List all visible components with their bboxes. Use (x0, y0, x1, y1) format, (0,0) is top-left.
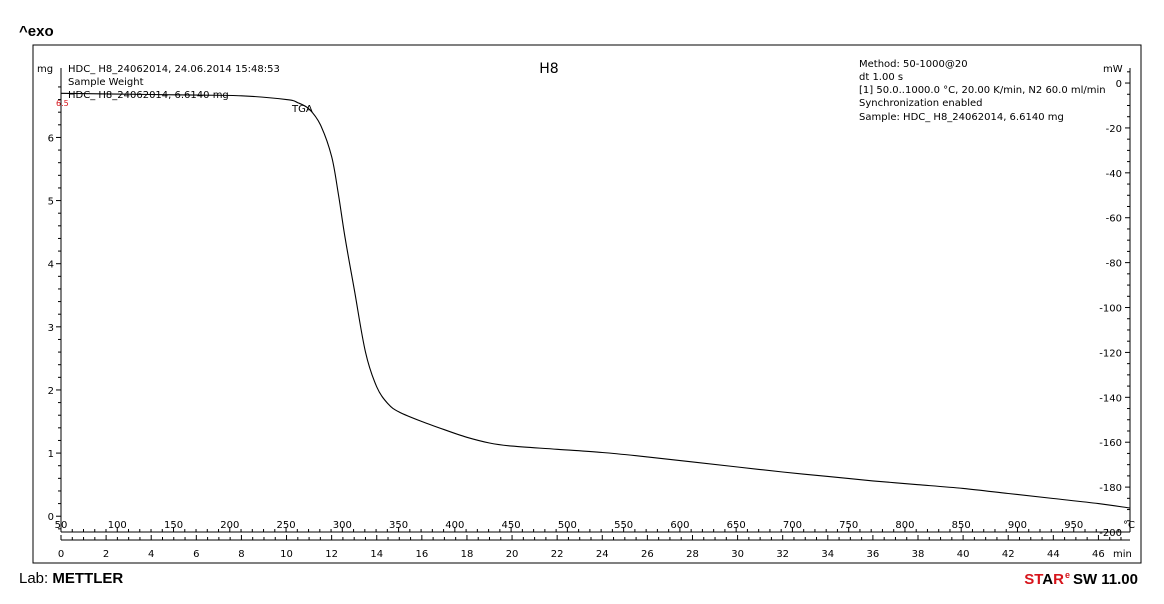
right-y-tick-label: -160 (1099, 438, 1122, 449)
temperature-tick-label: 150 (164, 520, 183, 531)
time-unit: min (1113, 549, 1132, 560)
temperature-tick-label: 200 (220, 520, 239, 531)
time-tick-label: 10 (280, 549, 293, 560)
temperature-tick-label: 500 (558, 520, 577, 531)
time-tick-label: 38 (912, 549, 925, 560)
brand-superscript: e (1064, 570, 1070, 580)
time-tick-label: 34 (821, 549, 834, 560)
time-tick-label: 46 (1092, 549, 1105, 560)
temperature-tick-label: 800 (895, 520, 914, 531)
right-y-tick-label: -180 (1099, 483, 1122, 494)
temperature-tick-label: 250 (277, 520, 296, 531)
time-tick-label: 8 (238, 549, 244, 560)
right-y-tick-label: -80 (1106, 259, 1122, 270)
time-tick-label: 30 (731, 549, 744, 560)
info-right-line-2: dt 1.00 s (859, 72, 903, 83)
time-tick-label: 24 (596, 549, 609, 560)
lab-label: Lab: METTLER (19, 570, 123, 587)
right-y-tick-label: -20 (1106, 124, 1122, 135)
temperature-tick-label: 350 (389, 520, 408, 531)
time-ticks: 0 2 4 6 8 10 12 14 16 18 20 22 24 26 28 30 32 34 36 38 40 42 4… (58, 535, 1122, 560)
brand-part-c: R (1053, 571, 1064, 588)
temperature-tick-label: 400 (445, 520, 464, 531)
time-tick-label: 18 (461, 549, 474, 560)
temperature-tick-label: 600 (670, 520, 689, 531)
right-y-tick-label: -40 (1106, 169, 1122, 180)
info-right-line-1: Method: 50-1000@20 (859, 59, 968, 70)
exo-label: ^exo (19, 23, 54, 40)
time-tick-label: 36 (867, 549, 880, 560)
time-tick-label: 0 (58, 549, 64, 560)
info-right-line-5: Sample: HDC_ H8_24062014, 6.6140 mg (859, 112, 1064, 123)
time-tick-label: 40 (957, 549, 970, 560)
time-tick-label: 2 (103, 549, 109, 560)
left-y-tick-label: 1 (48, 449, 54, 460)
temperature-tick-label: 950 (1064, 520, 1083, 531)
right-y-unit: mW (1103, 64, 1123, 75)
lab-prefix: Lab: (19, 570, 49, 587)
right-y-tick-label: -100 (1099, 304, 1122, 315)
brand-version: SW 11.00 (1072, 571, 1138, 588)
tga-curve (60, 92, 1131, 509)
temperature-tick-label: 50 (55, 520, 68, 531)
time-tick-label: 44 (1047, 549, 1060, 560)
temperature-tick-label: 550 (614, 520, 633, 531)
left-y-tick-label: 5 (48, 197, 54, 208)
left-y-unit: mg (37, 64, 53, 75)
right-y-tick-label: -200 (1099, 528, 1122, 539)
brand-part-b: A (1042, 571, 1054, 588)
left-y-tick-label: 0 (48, 512, 54, 523)
left-y-tick-label: 2 (48, 386, 54, 397)
info-left: HDC_ H8_24062014, 24.06.2014 15:48:53 Sa… (68, 64, 280, 101)
temperature-tick-label: 700 (783, 520, 802, 531)
time-tick-label: 6 (193, 549, 199, 560)
left-y-tick-label: 3 (48, 323, 54, 334)
temperature-tick-label: 650 (727, 520, 746, 531)
info-left-line-3: HDC_ H8_24062014, 6.6140 mg (68, 90, 229, 101)
right-y-ticks: 0 -20 -40 -60 -80 -100 -120 -140 -160 -180 -200 (1099, 71, 1130, 539)
time-tick-label: 32 (776, 549, 789, 560)
time-tick-label: 42 (1002, 549, 1015, 560)
temperature-tick-label: 850 (952, 520, 971, 531)
chart-title: H8 (539, 61, 558, 77)
info-right-line-3: [1] 50.0..1000.0 °C, 20.00 K/min, N2 60.… (859, 85, 1106, 96)
temperature-ticks: 50 100 150 200 250 300 350 400 450 500 550 600 650 70… (55, 520, 1135, 532)
right-y-tick-label: -120 (1099, 348, 1122, 359)
temperature-tick-label: 900 (1008, 520, 1027, 531)
temperature-tick-label: 100 (108, 520, 127, 531)
left-y-ticks: 0 1 2 3 4 5 6 (48, 86, 61, 530)
time-tick-label: 22 (551, 549, 564, 560)
lab-name: METTLER (52, 570, 124, 587)
right-y-tick-label: -140 (1099, 393, 1122, 404)
temperature-unit: °C (1123, 520, 1135, 531)
temperature-tick-label: 450 (502, 520, 521, 531)
temperature-tick-label: 300 (333, 520, 352, 531)
right-y-tick-label: -60 (1106, 214, 1122, 225)
info-right-line-4: Synchronization enabled (859, 98, 983, 109)
plot-frame (32, 44, 1142, 564)
time-tick-label: 26 (641, 549, 654, 560)
left-y-tick-label: 6 (48, 133, 54, 144)
start-marker-label: 6.5 (56, 99, 69, 108)
right-y-tick-label: 0 (1116, 79, 1122, 90)
time-tick-label: 28 (686, 549, 699, 560)
time-tick-label: 16 (415, 549, 428, 560)
time-tick-label: 14 (370, 549, 383, 560)
temperature-tick-label: 750 (839, 520, 858, 531)
time-tick-label: 20 (506, 549, 519, 560)
series-label-tga: TGA (291, 104, 313, 115)
brand-part-a: ST (1024, 571, 1043, 588)
star-brand: STARe SW 11.00 (1024, 570, 1138, 588)
time-tick-label: 4 (148, 549, 154, 560)
time-tick-label: 12 (325, 549, 338, 560)
info-right: Method: 50-1000@20 dt 1.00 s [1] 50.0..1… (859, 59, 1106, 123)
info-left-line-2: Sample Weight (68, 77, 144, 88)
left-y-tick-label: 4 (48, 260, 54, 271)
info-left-line-1: HDC_ H8_24062014, 24.06.2014 15:48:53 (68, 64, 280, 75)
